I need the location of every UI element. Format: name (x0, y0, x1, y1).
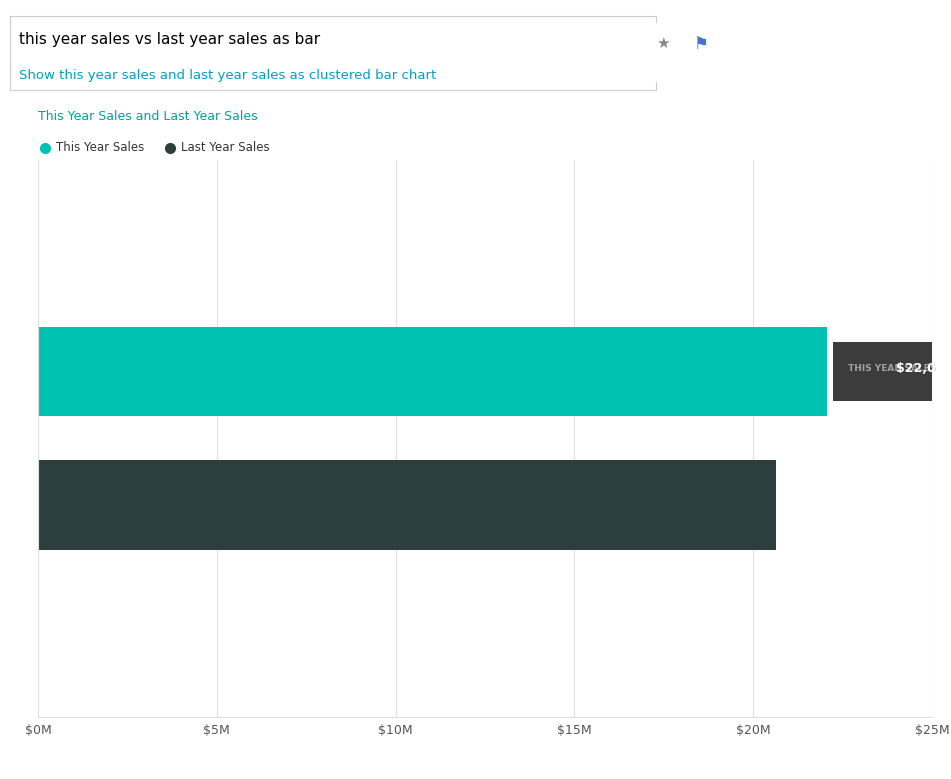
FancyBboxPatch shape (833, 342, 943, 400)
Text: $22,051,952: $22,051,952 (896, 362, 951, 375)
Bar (38, 327, 826, 416)
Text: ⚑: ⚑ (693, 35, 708, 53)
Text: This Year Sales and Last Year Sales: This Year Sales and Last Year Sales (38, 110, 258, 122)
Bar (38, 460, 776, 550)
Text: THIS YEAR SALES: THIS YEAR SALES (848, 364, 937, 373)
Text: Last Year Sales: Last Year Sales (181, 141, 270, 154)
Text: This Year Sales: This Year Sales (56, 141, 145, 154)
Polygon shape (833, 356, 843, 387)
Text: this year sales vs last year sales as bar: this year sales vs last year sales as ba… (19, 32, 320, 47)
Text: Show this year sales and last year sales as clustered bar chart: Show this year sales and last year sales… (19, 69, 437, 82)
Text: ★: ★ (656, 37, 670, 51)
